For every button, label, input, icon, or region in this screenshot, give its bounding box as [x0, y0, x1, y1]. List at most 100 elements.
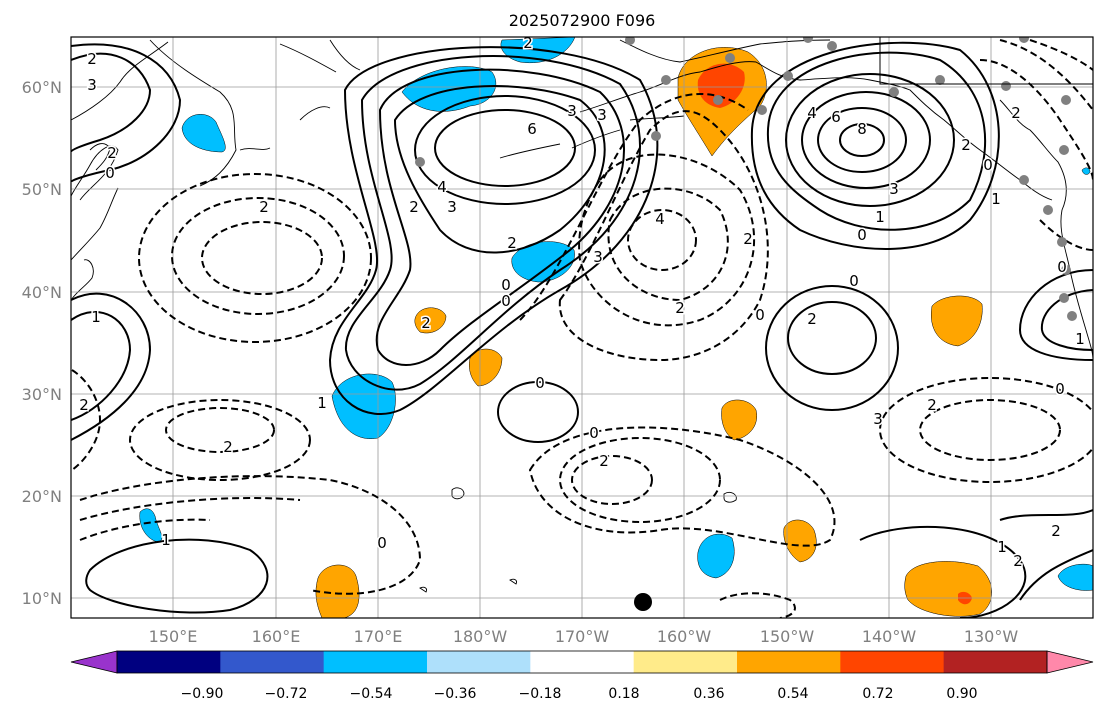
contour-value-label: 0 — [983, 156, 993, 174]
contour-line — [571, 455, 653, 505]
contour-line — [528, 426, 836, 547]
contour-value-label: 1 — [991, 190, 1001, 208]
contour-value-label: 3 — [87, 76, 97, 94]
contour-line — [559, 437, 721, 523]
contour-value-label: 6 — [527, 120, 537, 138]
contour-value-label: 2 — [1013, 552, 1023, 570]
contour-value-label: 0 — [1057, 258, 1067, 276]
station-dot — [625, 37, 635, 45]
lat-tick-label: 60°N — [22, 78, 62, 97]
contour-value-label: 2 — [409, 198, 419, 216]
station-dot — [803, 37, 813, 43]
contour-value-label: 4 — [437, 178, 447, 196]
station-dot — [1001, 81, 1011, 91]
coastline-islands — [419, 487, 737, 593]
contour-line — [414, 95, 596, 205]
colorbar-segment — [427, 651, 531, 673]
station-dot — [935, 75, 945, 85]
contour-value-label: 3 — [593, 248, 603, 266]
station-dot — [1059, 293, 1069, 303]
station-dot — [757, 105, 767, 115]
station-dot — [827, 41, 837, 51]
contour-line — [79, 518, 211, 541]
lon-tick-label: 150°E — [149, 627, 198, 646]
contour-line — [1018, 269, 1093, 361]
station-dot — [889, 87, 899, 97]
contour-line — [785, 73, 955, 207]
station-dot — [1043, 205, 1053, 215]
contour-value-label: 2 — [743, 230, 753, 248]
contour-line — [750, 41, 1000, 250]
positive-anomaly-region — [904, 561, 992, 617]
contour-line — [919, 399, 1061, 461]
lon-tick-label: 170°W — [555, 627, 610, 646]
contour-value-label: 2 — [1011, 104, 1021, 122]
colorbar-tick-label: 0.54 — [777, 686, 808, 702]
map-frame — [70, 36, 1094, 619]
contour-value-label: 2 — [927, 396, 937, 414]
station-dot — [661, 75, 671, 85]
lon-axis: 150°E 160°E 170°E 180°W 170°W 160°W 150°… — [149, 627, 1019, 646]
contour-line — [1040, 289, 1093, 351]
contour-value-label: 0 — [755, 306, 765, 324]
colorbar-labels: −0.90 −0.72 −0.54 −0.36 −0.18 0.18 0.36 … — [181, 686, 978, 702]
contour-line — [138, 173, 372, 343]
station-dot — [1059, 145, 1069, 155]
colorbar-segment — [530, 651, 635, 673]
contour-value-label: 4 — [655, 210, 665, 228]
contour-value-label: 2 — [107, 144, 117, 162]
station-dot — [1061, 95, 1071, 105]
negative-anomaly-region — [697, 533, 735, 579]
contour-value-label: 1 — [997, 538, 1007, 556]
contour-value-label: 3 — [597, 106, 607, 124]
contour-line — [607, 187, 729, 302]
contour-line — [859, 525, 1027, 618]
contour-value-label: 0 — [1055, 380, 1065, 398]
contour-value-label: 3 — [873, 410, 883, 428]
lat-tick-label: 10°N — [22, 589, 62, 608]
contour-value-label: 3 — [567, 102, 577, 120]
colorbar-tick-label: −0.72 — [265, 686, 308, 702]
station-dot — [1067, 311, 1077, 321]
contour-line — [497, 381, 579, 443]
contour-line — [765, 285, 899, 411]
contour-line — [71, 369, 102, 471]
station-dot — [1019, 37, 1029, 43]
station-dot — [651, 131, 661, 141]
contour-line — [1039, 219, 1093, 251]
contour-line — [344, 55, 641, 391]
contour-line — [71, 292, 152, 441]
contour-line — [999, 39, 1093, 111]
contour-line — [375, 68, 625, 366]
negative-anomaly-region — [139, 508, 163, 543]
contour-value-label: 2 — [523, 34, 533, 52]
contour-value-label: 1 — [161, 531, 171, 549]
contour-line — [627, 209, 697, 271]
contour-value-label: 3 — [447, 198, 457, 216]
contour-value-label: 2 — [223, 438, 233, 456]
positive-anomaly-region — [721, 399, 758, 441]
contour-value-label: 6 — [831, 108, 841, 126]
contour-value-label: 1 — [1075, 330, 1085, 348]
positive-anomaly-region — [697, 63, 745, 108]
station-dot — [1061, 265, 1071, 275]
lon-tick-label: 180°W — [453, 627, 508, 646]
contour-value-label: 2 — [507, 234, 517, 252]
negative-anomaly-region — [1057, 563, 1093, 591]
contour-line — [519, 93, 749, 321]
contour-line — [71, 43, 182, 183]
contour-line — [766, 51, 987, 231]
contour-value-label: 8 — [857, 120, 867, 138]
station-dot — [415, 157, 425, 167]
colorbar-extend-max — [1046, 650, 1094, 674]
contour-line — [79, 475, 422, 595]
colorbar-tick-label: −0.90 — [181, 686, 224, 702]
contour-value-label: 0 — [857, 226, 867, 244]
colorbar-tick-label: −0.54 — [350, 686, 393, 702]
colorbar-segment — [737, 651, 841, 673]
colorbar-tick-label: 0.18 — [608, 686, 639, 702]
colorbar-extend-min — [70, 650, 118, 674]
lon-tick-label: 150°W — [760, 627, 815, 646]
positive-anomaly-region — [315, 564, 360, 618]
contour-value-label: 0 — [501, 292, 511, 310]
